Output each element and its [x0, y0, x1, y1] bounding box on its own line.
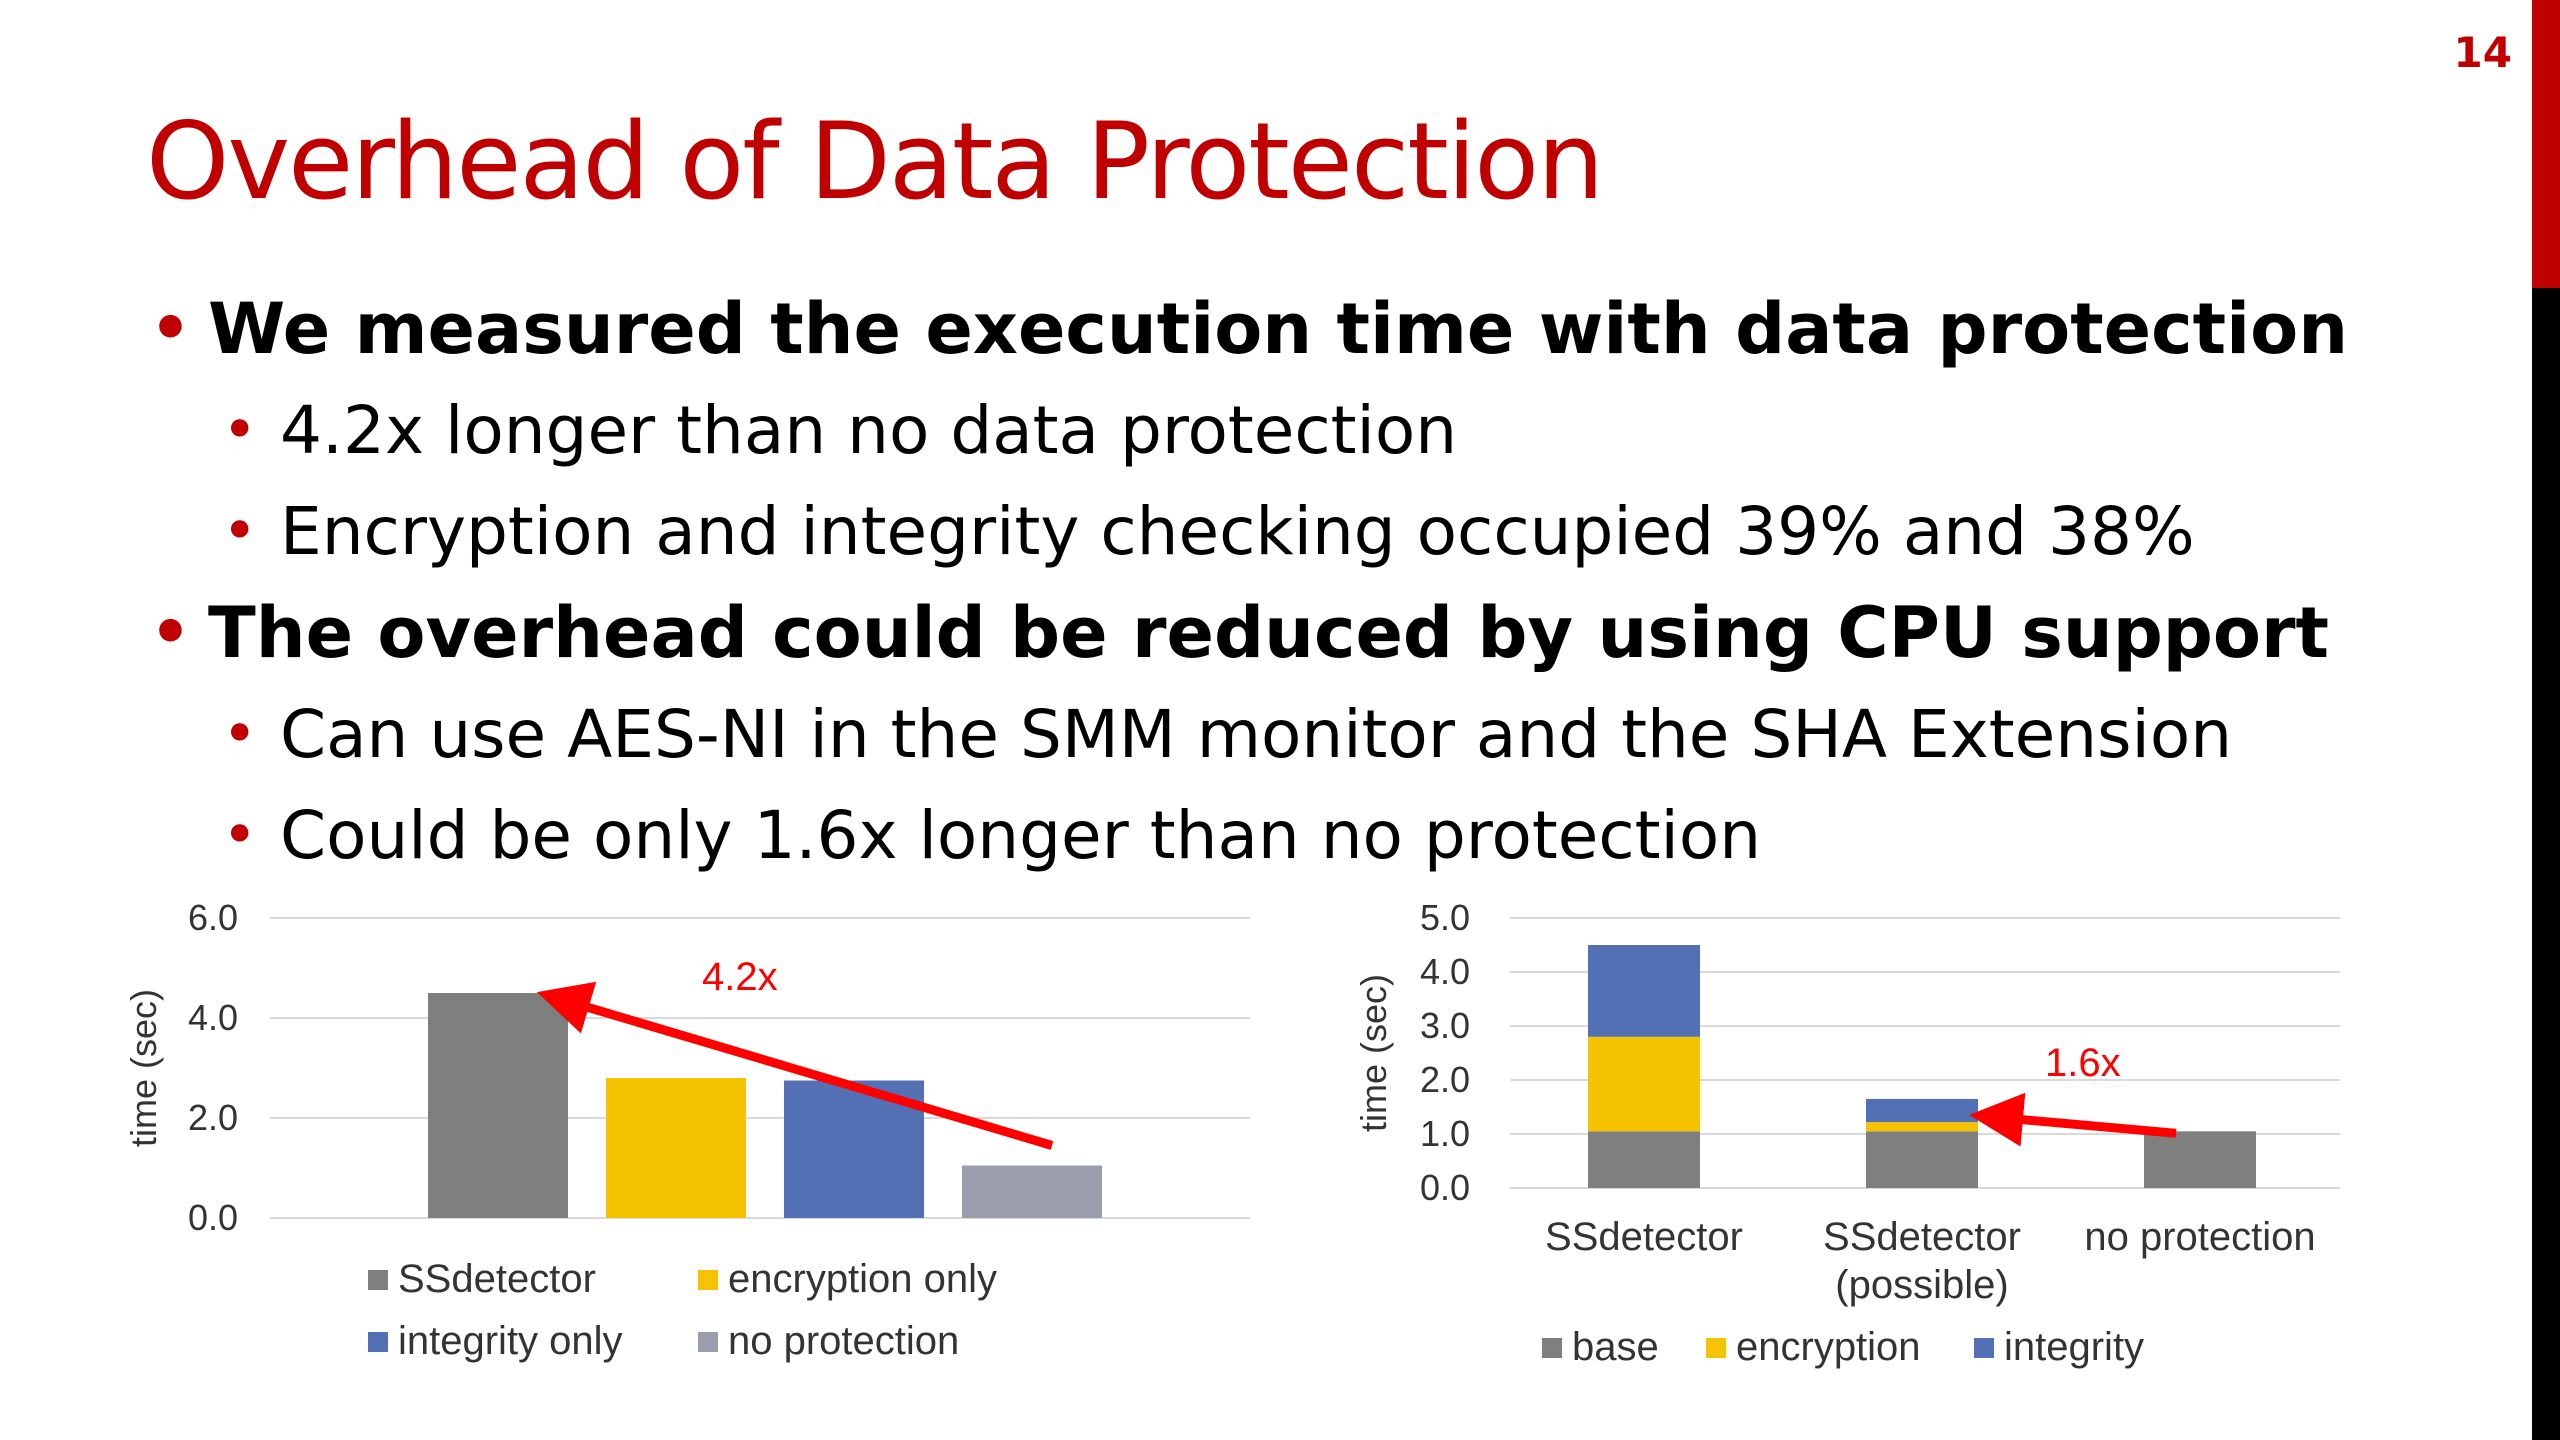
sub-bullet-item: Could be only 1.6x longer than no protec…: [150, 785, 2490, 886]
y-tick-label: 2.0: [188, 1097, 238, 1138]
y-axis-label: time (sec): [123, 989, 164, 1147]
annotation-label: 1.6x: [2045, 1041, 2121, 1085]
legend-swatch: [368, 1332, 388, 1352]
annotation-arrow: [536, 981, 1054, 1150]
side-accent-bar-black: [2532, 288, 2560, 1440]
bar-segment-encryption: [1588, 1036, 1700, 1132]
sub-bullet-item: Can use AES-NI in the SMM monitor and th…: [150, 684, 2490, 785]
annotation-label: 4.2x: [702, 955, 778, 999]
page-number: 14: [2453, 28, 2512, 77]
bar-3: [962, 1165, 1102, 1218]
bullet-item: The overhead could be reduced by using C…: [150, 582, 2490, 684]
legend-label: SSdetector: [398, 1257, 596, 1301]
slide-title: Overhead of Data Protection: [146, 100, 1604, 223]
y-tick-label: 4.0: [188, 997, 238, 1038]
y-tick-label: 1.0: [1420, 1113, 1470, 1154]
x-tick-label: (possible): [1835, 1263, 2008, 1307]
y-tick-label: 2.0: [1420, 1059, 1470, 1100]
bar-0: [428, 993, 568, 1218]
y-tick-label: 3.0: [1420, 1005, 1470, 1046]
legend-label: no protection: [728, 1319, 959, 1363]
legend-label: encryption: [1736, 1325, 1921, 1369]
sub-bullet-item: 4.2x longer than no data protection: [150, 380, 2490, 481]
y-tick-label: 0.0: [1420, 1167, 1470, 1208]
bar-segment-base: [1588, 1131, 1700, 1188]
side-accent-bar-red: [2532, 0, 2560, 288]
y-tick-label: 0.0: [188, 1197, 238, 1238]
bar-segment-integrity: [1588, 945, 1700, 1037]
stacked-overhead-bar-chart: 0.0 1.0 2.0 3.0 4.0 5.0 time (sec) SSdetector SS…: [1353, 897, 2340, 1369]
y-tick-label: 6.0: [188, 897, 238, 938]
legend-swatch: [1542, 1338, 1562, 1358]
x-tick-label: no protection: [2084, 1215, 2315, 1259]
y-axis-label: time (sec): [1353, 974, 1394, 1132]
bar-segment-base: [1866, 1131, 1978, 1188]
legend-label: base: [1572, 1325, 1659, 1369]
legend-swatch: [1706, 1338, 1726, 1358]
x-tick-label: SSdetector: [1823, 1215, 2021, 1259]
y-tick-label: 5.0: [1420, 897, 1470, 938]
legend-swatch: [1974, 1338, 1994, 1358]
legend-label: encryption only: [728, 1257, 997, 1301]
legend-swatch: [698, 1270, 718, 1290]
sub-bullet-item: Encryption and integrity checking occupi…: [150, 481, 2490, 582]
legend-swatch: [698, 1332, 718, 1352]
legend-label: integrity: [2004, 1325, 2144, 1369]
bar-segment-integrity: [1866, 1098, 1978, 1123]
overhead-bar-chart: 0.0 2.0 4.0 6.0 time (sec) 4.2x SSdetector encr…: [123, 897, 1250, 1363]
legend-swatch: [368, 1270, 388, 1290]
bar-segment-base: [2144, 1131, 2256, 1188]
annotation-arrow: [1969, 1092, 2177, 1147]
bullet-list: We measured the execution time with data…: [150, 278, 2490, 886]
bullet-item: We measured the execution time with data…: [150, 278, 2490, 380]
x-tick-label: SSdetector: [1545, 1215, 1743, 1259]
bar-1: [606, 1078, 746, 1218]
y-tick-label: 4.0: [1420, 951, 1470, 992]
bar-segment-encryption: [1866, 1122, 1978, 1132]
legend-label: integrity only: [398, 1319, 623, 1363]
